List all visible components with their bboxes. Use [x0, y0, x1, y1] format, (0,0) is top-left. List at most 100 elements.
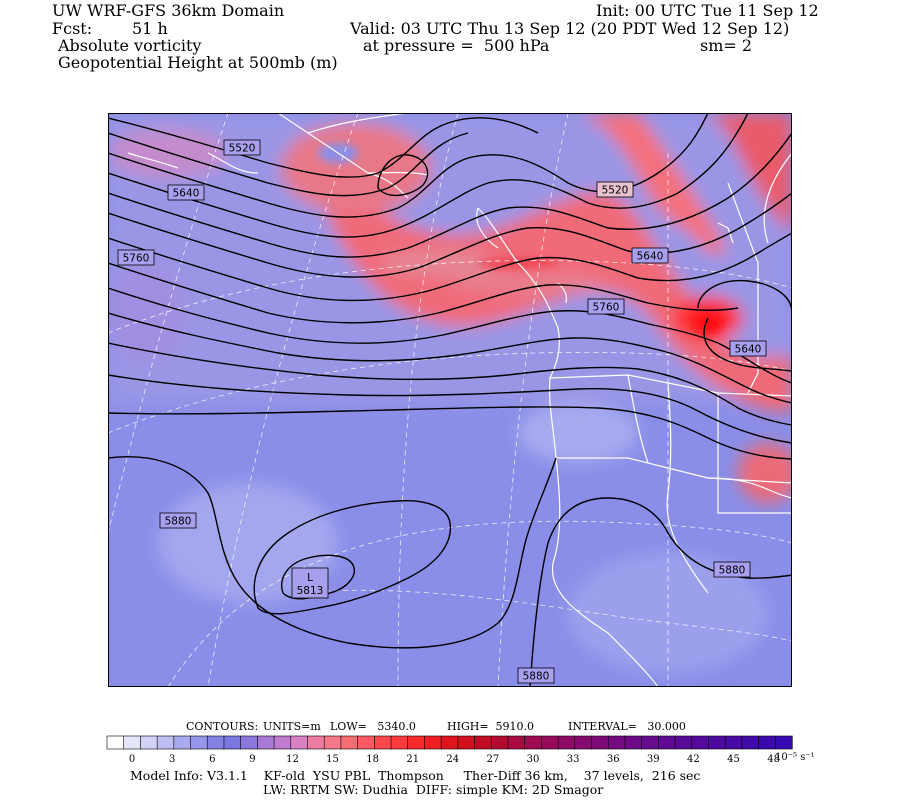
colorbar-tick-label: 0	[129, 754, 135, 765]
contour-label: 5760	[117, 249, 155, 266]
colorbar-tick-label: 30	[527, 754, 540, 765]
colorbar-tick-label: 3	[169, 754, 175, 765]
colorbar-cell	[290, 735, 309, 750]
svg-text:5640: 5640	[735, 344, 762, 356]
colorbar-cell	[323, 735, 342, 750]
colorbar-cell	[374, 735, 392, 750]
colorbar-cell	[674, 735, 693, 750]
svg-text:5760: 5760	[123, 253, 150, 265]
colorbar-tick-label: 48	[767, 754, 780, 765]
colorbar-tick-label: 27	[487, 754, 500, 765]
colorbar-cell	[624, 735, 643, 750]
colorbar-cell	[173, 735, 192, 750]
colorbar-cell	[541, 735, 559, 750]
colorbar-cells	[106, 735, 793, 750]
coastlines-borders	[127, 113, 792, 687]
colorbar-cell	[457, 735, 476, 750]
svg-text:5880: 5880	[523, 671, 550, 683]
colorbar-cell	[206, 735, 225, 750]
contour-label: 5640	[631, 247, 669, 264]
contour-label: 5520	[223, 139, 261, 156]
svg-text:5880: 5880	[165, 516, 192, 528]
field-name-vorticity: Absolute vorticity	[58, 36, 202, 55]
colorbar-tick-label: 18	[366, 754, 379, 765]
contour-label: 5760	[587, 298, 625, 315]
colorbar-cell	[223, 735, 242, 750]
colorbar-cell	[123, 735, 142, 750]
contour-low: LOW= 5340.0	[330, 720, 416, 733]
colorbar-cell	[190, 735, 208, 750]
svg-text:5520: 5520	[602, 185, 629, 197]
forecast-label: Fcst:	[52, 19, 93, 38]
colorbar-ticks: 0 3 6 9 12 15 18 21 24 27 30 33 36 39 42 45 48	[129, 754, 780, 765]
colorbar-cell	[424, 735, 442, 750]
contours-heading: CONTOURS:	[186, 720, 259, 733]
colorbar-cell	[607, 735, 626, 750]
contour-high: HIGH= 5910.0	[447, 720, 535, 733]
map-frame	[108, 113, 792, 687]
contour-label: 5880	[517, 667, 555, 684]
svg-text:5640: 5640	[637, 251, 664, 263]
colorbar-cell	[357, 735, 375, 750]
valid-time: Valid: 03 UTC Thu 13 Sep 12 (20 PDT Wed …	[350, 19, 790, 38]
colorbar-cell	[240, 735, 258, 750]
colorbar-tick-label: 33	[567, 754, 580, 765]
colorbar-cell	[507, 735, 526, 750]
colorbar-tick-label: 36	[607, 754, 620, 765]
colorbar-units: 10⁻⁵ s⁻¹	[775, 752, 815, 763]
colorbar-cell	[774, 735, 793, 750]
colorbar-cell	[708, 735, 726, 750]
colorbar-tick-label: 9	[249, 754, 255, 765]
colorbar-cell	[591, 735, 609, 750]
colorbar-cell	[273, 735, 292, 750]
svg-text:5640: 5640	[173, 188, 200, 200]
field-name-height: Geopotential Height at 500mb (m)	[58, 53, 338, 72]
colorbar-tick-label: 15	[326, 754, 339, 765]
contour-label: 5880	[713, 561, 751, 578]
model-title: UW WRF-GFS 36km Domain	[52, 1, 285, 20]
colorbar-tick-label: 45	[727, 754, 740, 765]
graticule	[108, 113, 792, 687]
colorbar-cell	[691, 735, 710, 750]
contour-labels: 5520 5640 5760 5520 5640 5760 5640 5880 …	[117, 139, 767, 684]
colorbar-tick-label: 24	[446, 754, 459, 765]
colorbar-cell	[340, 735, 359, 750]
svg-text:5520: 5520	[229, 143, 256, 155]
physics-info: LW: RRTM SW: Dudhia DIFF: simple KM: 2D …	[263, 782, 604, 797]
colorbar-cell	[257, 735, 275, 750]
colorbar-cell	[758, 735, 776, 750]
svg-text:5760: 5760	[593, 302, 620, 314]
colorbar-cell	[307, 735, 325, 750]
colorbar-tick-label: 39	[647, 754, 660, 765]
colorbar-cell	[390, 735, 409, 750]
height-contours	[108, 113, 792, 687]
low-marker: L	[307, 572, 313, 584]
contour-label: 5640	[729, 340, 767, 357]
colorbar-tick-label: 12	[286, 754, 299, 765]
colorbar-cell	[574, 735, 593, 750]
init-time: Init: 00 UTC Tue 11 Sep 12	[596, 1, 819, 20]
contour-label: 5520	[596, 181, 634, 198]
pressure-level: at pressure = 500 hPa	[363, 36, 550, 55]
colorbar-cell	[741, 735, 760, 750]
forecast-hours: 51 h	[132, 19, 168, 38]
contour-interval: INTERVAL= 30.000	[568, 720, 686, 733]
contour-label: 5880	[159, 512, 197, 529]
smoothing-value: sm= 2	[700, 36, 753, 55]
contour-units: UNITS=m	[263, 720, 321, 733]
colorbar-cell	[490, 735, 509, 750]
colorbar-tick-label: 21	[406, 754, 419, 765]
colorbar-cell	[407, 735, 426, 750]
colorbar-cell	[474, 735, 492, 750]
vorticity-height-map: 5520 5640 5760 5520 5640 5760 5640 5880 …	[108, 113, 792, 687]
low-center-label: L 5813	[291, 567, 329, 599]
colorbar-cell	[724, 735, 743, 750]
colorbar-cell	[557, 735, 576, 750]
colorbar-cell	[156, 735, 175, 750]
svg-text:5880: 5880	[719, 565, 746, 577]
colorbar-tick-label: 6	[209, 754, 215, 765]
colorbar-cell	[658, 735, 676, 750]
colorbar-cell	[440, 735, 459, 750]
colorbar-cell	[106, 735, 125, 750]
colorbar-cell	[641, 735, 659, 750]
